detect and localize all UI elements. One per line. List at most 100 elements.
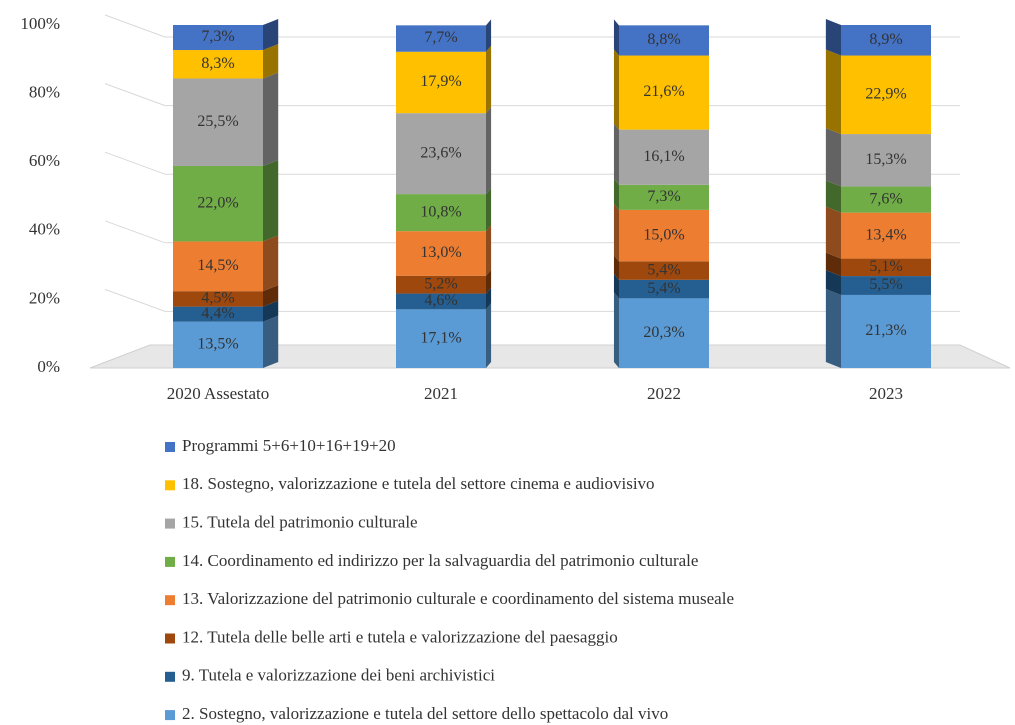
bar-side: [263, 285, 279, 307]
bar-segment: [396, 309, 486, 368]
legend-label: Programmi 5+6+10+16+19+20: [182, 436, 396, 455]
grid-line: [104, 14, 166, 38]
bar-segment: [841, 55, 931, 135]
bar-segment: [841, 186, 931, 213]
bar-segment: [173, 25, 263, 51]
bar-side: [825, 180, 841, 213]
bar-segment: [396, 25, 486, 52]
bar-side: [825, 288, 841, 368]
legend-swatch: [165, 633, 175, 644]
bar-segment: [396, 194, 486, 232]
legend-label: 13. Valorizzazione del patrimonio cultur…: [182, 589, 734, 608]
bar-side: [263, 44, 279, 79]
bar-side: [613, 273, 619, 299]
data-label: 15,3%: [865, 151, 906, 168]
bar-side: [613, 203, 619, 262]
bar-side: [263, 300, 279, 322]
bar-segment: [173, 241, 263, 292]
x-tick-label: 2020 Assestato: [167, 384, 269, 403]
legend-label: 18. Sostegno, valorizzazione e tutela de…: [182, 474, 655, 493]
legend-swatch: [165, 671, 175, 682]
data-label: 23,6%: [420, 144, 461, 161]
bar-segment: [841, 276, 931, 295]
bar-segment: [841, 212, 931, 259]
legend-label: 12. Tutela delle belle arti e tutela e v…: [182, 627, 618, 646]
legend-label: 14. Coordinamento ed indirizzo per la sa…: [182, 551, 698, 570]
legend-swatch: [165, 518, 175, 529]
legend-swatch: [165, 442, 175, 452]
bar-segment: [619, 129, 709, 185]
bar-side: [486, 303, 492, 368]
bar-side: [613, 255, 619, 280]
legend-swatch: [165, 710, 175, 721]
bar-side: [486, 45, 492, 114]
bar-segment: [841, 258, 931, 277]
data-label: 7,3%: [647, 188, 680, 205]
y-tick-label: 100%: [20, 14, 60, 33]
y-tick-label: 80%: [29, 83, 60, 102]
bar-side: [486, 225, 492, 276]
data-label: 5,1%: [869, 258, 902, 275]
data-label: 22,9%: [865, 85, 906, 102]
bar-segment: [396, 293, 486, 310]
data-label: 8,8%: [647, 31, 680, 48]
bar-segment: [396, 113, 486, 195]
bar-side: [825, 19, 841, 56]
y-tick-label: 0%: [37, 357, 60, 376]
bar-segment: [619, 209, 709, 262]
legend-swatch: [165, 595, 175, 606]
data-label: 5,4%: [647, 280, 680, 297]
bar-side: [825, 128, 841, 187]
bar-side: [486, 287, 492, 310]
y-tick-label: 60%: [29, 151, 60, 170]
bar-segment: [841, 25, 931, 56]
y-tick-label: 20%: [29, 288, 60, 307]
bar-segment: [173, 78, 263, 166]
legend-label: 2. Sostegno, valorizzazione e tutela del…: [182, 704, 668, 723]
bar-side: [486, 188, 492, 232]
bar-side: [486, 107, 492, 195]
bar-side: [825, 49, 841, 135]
bar-side: [613, 178, 619, 210]
legend-label: 9. Tutela e valorizzazione dei beni arch…: [182, 666, 495, 685]
bar-segment: [841, 134, 931, 187]
bar-segment: [841, 294, 931, 368]
data-label: 13,4%: [865, 226, 906, 243]
grid-line: [104, 83, 166, 107]
bar-segment: [396, 275, 486, 294]
data-label: 25,5%: [197, 113, 238, 130]
data-label: 8,3%: [201, 55, 234, 72]
bar-side: [263, 72, 279, 166]
bar-side: [263, 315, 279, 368]
bar-segment: [619, 184, 709, 210]
bar-segment: [173, 291, 263, 307]
data-label: 7,3%: [201, 28, 234, 45]
bar-side: [825, 206, 841, 259]
x-tick-label: 2022: [647, 384, 681, 403]
bar-side: [263, 235, 279, 292]
data-label: 17,9%: [420, 73, 461, 90]
bar-side: [825, 270, 841, 295]
bar-segment: [173, 50, 263, 79]
grid-line: [104, 220, 166, 244]
bar-side: [613, 19, 619, 56]
bar-segment: [619, 55, 709, 130]
data-label: 7,7%: [424, 29, 457, 46]
bar-segment: [619, 25, 709, 56]
y-tick-label: 40%: [29, 220, 60, 239]
bar-side: [486, 269, 492, 294]
x-tick-label: 2021: [424, 384, 458, 403]
bar-segment: [619, 279, 709, 299]
bar-side: [263, 159, 279, 242]
data-label: 17,1%: [420, 329, 461, 346]
bar-segment: [396, 51, 486, 114]
data-label: 10,8%: [420, 203, 461, 220]
bar-side: [613, 123, 619, 185]
bar-segment: [619, 298, 709, 368]
bar-segment: [173, 321, 263, 368]
bar-side: [263, 19, 279, 51]
x-tick-label: 2023: [869, 384, 903, 403]
data-label: 16,1%: [643, 148, 684, 165]
data-label: 20,3%: [643, 324, 684, 341]
